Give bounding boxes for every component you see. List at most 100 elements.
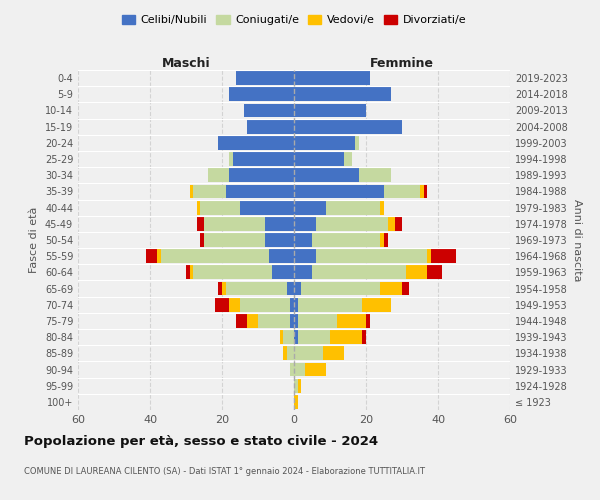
Bar	[218, 136, 294, 149]
Bar	[229, 168, 294, 182]
Bar	[402, 282, 409, 296]
Bar	[362, 298, 391, 312]
Bar	[247, 120, 294, 134]
Bar	[157, 250, 161, 263]
Bar	[283, 346, 287, 360]
Bar	[294, 217, 316, 230]
Bar	[326, 200, 380, 214]
Bar	[204, 233, 265, 247]
Bar	[197, 217, 204, 230]
Bar	[272, 266, 294, 280]
Bar	[294, 168, 359, 182]
Bar	[294, 104, 366, 118]
Bar	[294, 282, 301, 296]
Legend: Celibi/Nubili, Coniugati/e, Vedovi/e, Divorziati/e: Celibi/Nubili, Coniugati/e, Vedovi/e, Di…	[118, 10, 470, 30]
Bar	[204, 217, 265, 230]
Bar	[229, 152, 233, 166]
Bar	[294, 200, 326, 214]
Bar	[161, 250, 269, 263]
Bar	[384, 233, 388, 247]
Bar	[294, 346, 323, 360]
Bar	[337, 314, 366, 328]
Bar	[427, 266, 442, 280]
Bar	[380, 282, 402, 296]
Bar	[200, 200, 240, 214]
Bar	[395, 217, 402, 230]
Bar	[294, 250, 316, 263]
Bar	[287, 282, 294, 296]
Bar	[294, 152, 344, 166]
Bar	[330, 330, 362, 344]
Text: COMUNE DI LAUREANA CILENTO (SA) - Dati ISTAT 1° gennaio 2024 - Elaborazione TUTT: COMUNE DI LAUREANA CILENTO (SA) - Dati I…	[24, 468, 425, 476]
Bar	[384, 184, 420, 198]
Bar	[406, 266, 427, 280]
Bar	[229, 88, 294, 101]
Bar	[380, 233, 384, 247]
Bar	[323, 346, 344, 360]
Bar	[388, 217, 395, 230]
Bar	[294, 314, 298, 328]
Bar	[244, 104, 294, 118]
Bar	[146, 250, 157, 263]
Bar	[424, 184, 427, 198]
Bar	[197, 200, 200, 214]
Bar	[355, 136, 359, 149]
Bar	[294, 395, 298, 409]
Bar	[362, 330, 366, 344]
Bar	[236, 314, 247, 328]
Bar	[294, 233, 312, 247]
Bar	[312, 266, 406, 280]
Bar	[420, 184, 424, 198]
Bar	[280, 330, 283, 344]
Bar	[431, 250, 456, 263]
Bar	[290, 298, 294, 312]
Bar	[236, 71, 294, 85]
Bar	[380, 200, 384, 214]
Bar	[294, 120, 402, 134]
Bar	[215, 298, 229, 312]
Bar	[240, 200, 294, 214]
Bar	[366, 314, 370, 328]
Bar	[316, 250, 427, 263]
Bar	[294, 184, 384, 198]
Bar	[226, 184, 294, 198]
Bar	[265, 233, 294, 247]
Bar	[193, 184, 226, 198]
Bar	[240, 298, 290, 312]
Bar	[294, 362, 305, 376]
Bar	[222, 282, 226, 296]
Bar	[294, 71, 370, 85]
Bar	[298, 330, 330, 344]
Bar	[344, 152, 352, 166]
Bar	[200, 233, 204, 247]
Bar	[312, 233, 380, 247]
Bar	[290, 314, 294, 328]
Bar	[190, 184, 193, 198]
Bar	[294, 266, 312, 280]
Bar	[294, 298, 298, 312]
Bar	[186, 266, 190, 280]
Bar	[427, 250, 431, 263]
Text: Popolazione per età, sesso e stato civile - 2024: Popolazione per età, sesso e stato civil…	[24, 435, 378, 448]
Y-axis label: Fasce di età: Fasce di età	[29, 207, 39, 273]
Bar	[190, 266, 193, 280]
Bar	[298, 314, 337, 328]
Bar	[298, 298, 362, 312]
Bar	[247, 314, 258, 328]
Bar	[283, 330, 294, 344]
Bar	[294, 330, 298, 344]
Bar	[298, 379, 301, 392]
Bar	[294, 136, 355, 149]
Bar	[193, 266, 272, 280]
Text: Femmine: Femmine	[370, 57, 434, 70]
Bar	[233, 152, 294, 166]
Bar	[294, 379, 298, 392]
Y-axis label: Anni di nascita: Anni di nascita	[572, 198, 581, 281]
Text: Maschi: Maschi	[161, 57, 211, 70]
Bar	[218, 282, 222, 296]
Bar	[269, 250, 294, 263]
Bar	[287, 346, 294, 360]
Bar	[265, 217, 294, 230]
Bar	[258, 314, 290, 328]
Bar	[294, 88, 391, 101]
